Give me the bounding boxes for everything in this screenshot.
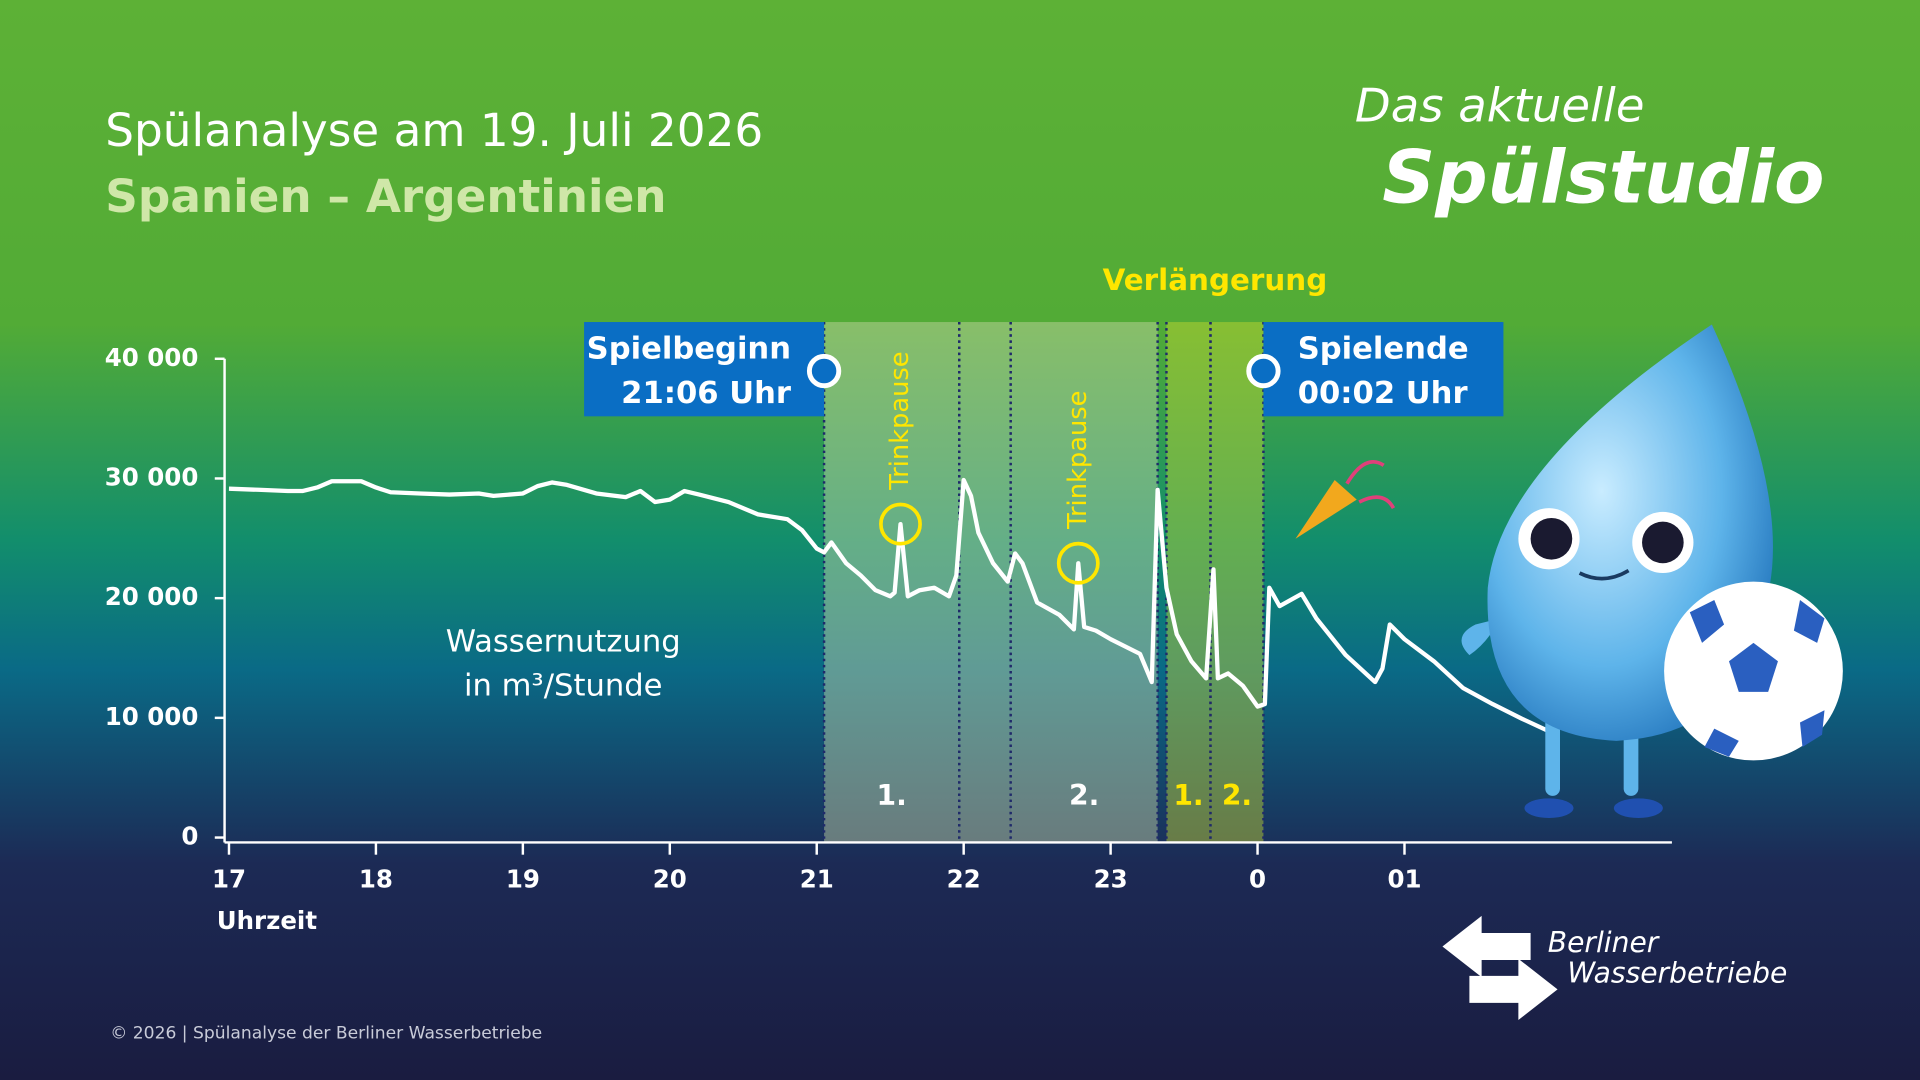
logo: Berliner Wasserbetriebe — [1442, 915, 1787, 1020]
event-label: 21:06 Uhr — [621, 376, 791, 411]
period-band — [1210, 322, 1264, 843]
annotations: Verlängerung Trinkpause Trinkpause Spielbeg… — [584, 263, 1504, 585]
drink-break-label: Trinkpause — [1063, 391, 1093, 530]
x-tick-label: 17 — [212, 864, 246, 893]
drink-break-marker — [1056, 541, 1100, 585]
ball-patch — [1689, 600, 1825, 757]
drink-break-label: Trinkpause — [885, 351, 915, 490]
x-tick-label: 18 — [359, 864, 393, 893]
ball-patch — [1728, 642, 1778, 692]
x-tick-label: 01 — [1387, 864, 1421, 893]
x-tick-label: 20 — [653, 864, 687, 893]
y-tick-label: 40 000 — [105, 343, 199, 372]
series-line — [228, 477, 1550, 733]
party-popper — [1295, 480, 1357, 539]
period-label: 1. — [1173, 779, 1203, 812]
period-label: 2. — [1069, 779, 1099, 812]
event-label: 00:02 Uhr — [1298, 376, 1468, 411]
period-band — [824, 322, 960, 843]
x-tick-label: 23 — [1094, 864, 1128, 893]
period-band — [1166, 322, 1211, 843]
mascot-pupil — [1642, 521, 1684, 564]
logo-text: Wasserbetriebe — [1567, 957, 1787, 990]
drink-break-marker — [879, 502, 922, 546]
mascot-shoe — [1613, 798, 1663, 818]
x-tick-label: 21 — [800, 864, 834, 893]
event-box — [1263, 322, 1504, 417]
mascot-pupil — [1530, 517, 1573, 560]
chart-subtitle: Spanien – Argentinien — [105, 170, 666, 223]
period-label: 2. — [1222, 779, 1252, 812]
periods: 1. 2. 1. 2. — [822, 322, 1265, 843]
event-label: Spielbeginn — [587, 332, 791, 367]
y-tick-label: 20 000 — [105, 582, 199, 611]
y-axis-label: Wassernutzung — [446, 624, 681, 659]
x-tick-label: 19 — [506, 864, 540, 893]
y-tick-label: 10 000 — [105, 702, 199, 731]
chart-title: Spülanalyse am 19. Juli 2026 — [105, 104, 763, 157]
event-box — [584, 322, 825, 417]
mascot-leg — [1545, 710, 1560, 796]
axes: 0 10 000 20 000 30 000 40 000 17 18 19 20 21 22 23 0… — [105, 343, 1672, 893]
y-tick-label: 0 — [181, 822, 198, 851]
extra-time-label: Verlängerung — [1103, 263, 1328, 297]
y-tick-label: 30 000 — [105, 462, 199, 491]
x-tick-label: 0 — [1249, 864, 1266, 893]
series — [228, 477, 1550, 733]
mascot — [1295, 324, 1843, 818]
mascot-mouth — [1578, 569, 1630, 581]
period-label: 1. — [877, 779, 907, 812]
mascot-shoe — [1524, 798, 1574, 818]
brand-line-2: Spülstudio — [1382, 135, 1824, 220]
footer: © 2026 | Spülanalyse der Berliner Wasser… — [110, 1023, 542, 1043]
logo-text: Berliner — [1548, 926, 1661, 959]
x-axis-label: Uhrzeit — [217, 906, 318, 935]
event-label: Spielende — [1298, 332, 1469, 367]
period-band — [959, 322, 1011, 843]
y-axis-label: in m³/Stunde — [464, 668, 663, 703]
event-marker — [806, 353, 842, 389]
confetti — [1345, 460, 1396, 510]
logo-arrow — [1469, 958, 1558, 1020]
x-tick-label: 22 — [947, 864, 981, 893]
event-marker — [1246, 353, 1281, 389]
brand-line-1: Das aktuelle — [1355, 78, 1645, 132]
logo-arrow — [1442, 915, 1531, 978]
